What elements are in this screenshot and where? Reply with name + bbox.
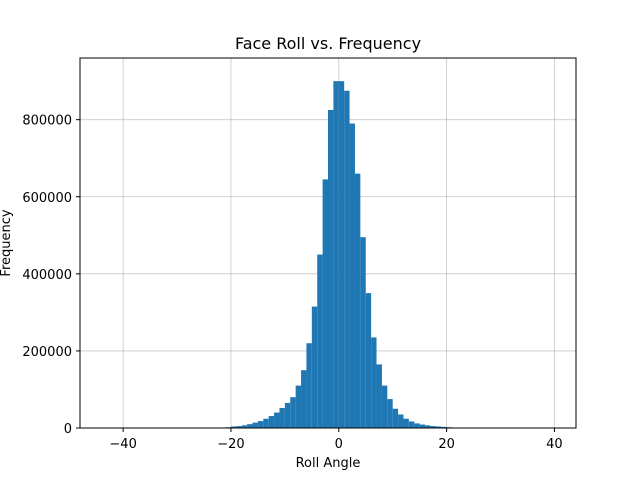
histogram-bar	[263, 418, 269, 428]
histogram-bar	[247, 424, 253, 428]
histogram-bar	[252, 422, 258, 428]
histogram-bar	[392, 408, 399, 428]
chart-title: Face Roll vs. Frequency	[235, 34, 421, 53]
histogram-bar	[295, 385, 302, 428]
histogram-bar	[354, 173, 361, 428]
histogram-bar	[381, 385, 388, 428]
x-tick-label: −20	[217, 437, 244, 452]
histogram-bar	[274, 412, 280, 428]
y-tick-label: 800000	[22, 114, 72, 129]
histogram-bar	[360, 237, 366, 428]
histogram-bar	[371, 337, 377, 428]
histogram-bar	[306, 343, 312, 428]
histogram-bar	[349, 123, 355, 428]
histogram-bar	[290, 397, 296, 428]
histogram-bar	[430, 426, 436, 428]
histogram-bars	[225, 81, 458, 429]
histogram-bar	[338, 81, 345, 428]
histogram-bar	[398, 414, 404, 428]
histogram-bar	[387, 399, 393, 428]
x-tick-label: 20	[438, 437, 455, 452]
histogram-bar	[408, 421, 415, 428]
plot-frame	[79, 57, 577, 429]
histogram-bar	[284, 402, 291, 428]
histogram-bar	[268, 416, 275, 428]
histogram-bar	[344, 90, 350, 429]
histogram-bar	[419, 424, 426, 428]
histogram-bar	[414, 423, 420, 428]
histogram-bar	[328, 110, 334, 428]
y-tick-label: 0	[64, 422, 72, 437]
x-tick-label: −40	[109, 437, 136, 452]
x-axis-label: Roll Angle	[296, 456, 361, 471]
histogram-bar	[376, 364, 382, 428]
histogram-bar	[425, 425, 431, 428]
histogram-bar	[333, 81, 339, 428]
histogram-bar	[279, 407, 285, 428]
histogram-bar	[230, 426, 237, 428]
histogram-bar	[435, 426, 442, 428]
y-tick-label: 600000	[22, 191, 72, 206]
x-tick-label: 40	[546, 437, 563, 452]
histogram-bar	[317, 254, 323, 428]
x-tick-label: 0	[335, 437, 343, 452]
histogram-bar	[365, 293, 372, 428]
y-tick-label: 400000	[22, 268, 72, 283]
histogram-bar	[236, 426, 242, 428]
histogram-bar	[257, 421, 264, 428]
histogram-bar	[241, 425, 248, 428]
histogram-bar	[311, 306, 318, 428]
histogram-bar	[403, 418, 409, 428]
histogram-bar	[441, 426, 447, 428]
histogram-bar	[322, 179, 328, 428]
y-axis-label: Frequency	[0, 209, 14, 276]
histogram-bar	[301, 370, 307, 428]
y-tick-label: 200000	[22, 345, 72, 360]
axis-ticks: −40 −20 0 20 40 0 200000 400000 600000 800000	[22, 114, 562, 452]
